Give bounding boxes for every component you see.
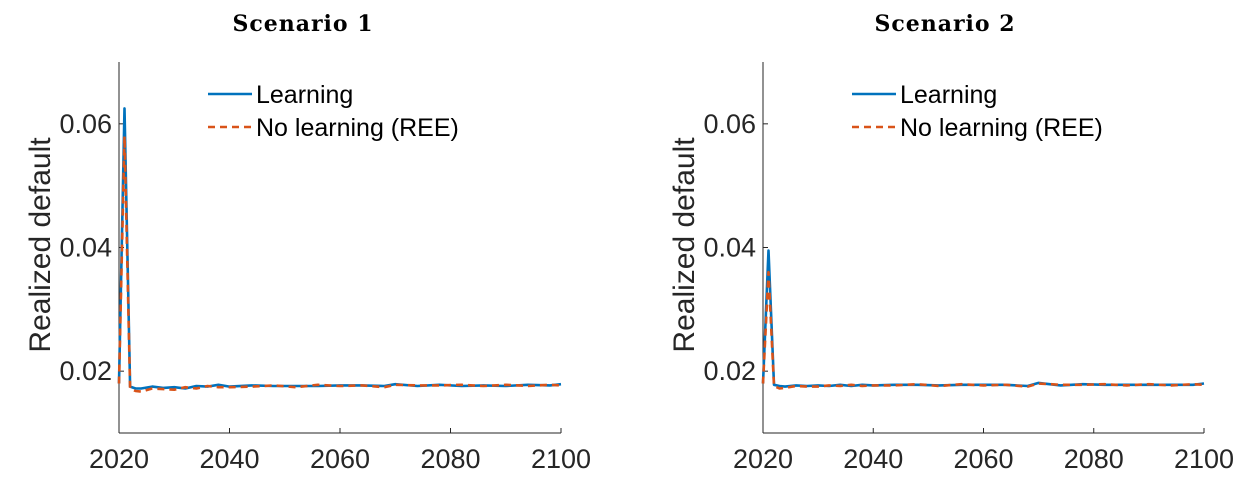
- y-tick-label: 0.02: [703, 356, 756, 386]
- x-tick-label: 2080: [420, 444, 480, 474]
- y-tick-label: 0.06: [59, 109, 112, 139]
- y-tick-label: 0.02: [59, 356, 112, 386]
- y-tick-label: 0.04: [703, 233, 756, 263]
- x-tick-label: 2100: [1174, 444, 1234, 474]
- series-line-learning: [761, 249, 1205, 388]
- chart-title: Scenario 1: [232, 11, 373, 37]
- x-tick-label: 2040: [199, 444, 259, 474]
- y-tick-label: 0.06: [703, 109, 756, 139]
- x-tick-label: 2100: [531, 444, 591, 474]
- legend-label: Learning: [900, 81, 997, 109]
- legend-label: No learning (REE): [900, 114, 1103, 142]
- series-line-no-learning: [117, 134, 562, 393]
- y-axis-label: Realized default: [24, 137, 57, 353]
- legend-label: Learning: [256, 81, 353, 109]
- panel-scenario-2: Scenario 2 0.02 0.04 0.06 2020 2040 2060 2080 21…: [668, 11, 1234, 474]
- x-tick-label: 2080: [1064, 444, 1124, 474]
- legend-label: No learning (REE): [256, 114, 459, 142]
- chart-title: Scenario 2: [874, 11, 1015, 37]
- x-tick-label: 2020: [89, 444, 149, 474]
- x-tick-label: 2020: [733, 444, 793, 474]
- series-line-no-learning: [761, 270, 1205, 390]
- series-line-learning: [117, 107, 562, 390]
- x-tick-label: 2040: [843, 444, 903, 474]
- panel-scenario-1: Scenario 1 0.02 0.04 0.06 2020 2040 2060 2080 21…: [24, 11, 591, 474]
- y-tick-label: 0.04: [59, 233, 112, 263]
- y-axis-label: Realized default: [668, 137, 701, 353]
- x-tick-label: 2060: [310, 444, 370, 474]
- x-tick-label: 2060: [953, 444, 1013, 474]
